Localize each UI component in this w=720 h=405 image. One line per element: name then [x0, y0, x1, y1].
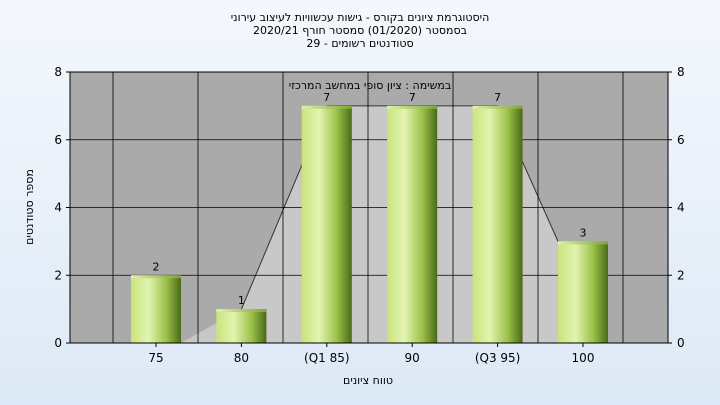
- bar-top: [216, 309, 267, 313]
- y-axis-right: 0 2 4 6 8: [668, 65, 685, 350]
- bar-body: [131, 275, 181, 343]
- bar-value-label: 1: [238, 294, 245, 307]
- y-axis-left: 0 2 4 6 8: [54, 65, 70, 350]
- bar-top: [131, 275, 181, 279]
- distribution-area: [181, 105, 558, 343]
- y-tick-label-right: 6: [677, 133, 685, 147]
- bar-top: [558, 241, 608, 245]
- x-tick-label: (Q1 85): [304, 351, 350, 365]
- x-tick-label: 100: [572, 351, 595, 365]
- y-tick-label-right: 0: [677, 336, 685, 350]
- chart-title-line-2: בסמסטר (01/2020) סמסטר חורף 2020/21: [253, 24, 467, 37]
- x-tick-label: 75: [148, 351, 163, 365]
- gridlines: [70, 72, 668, 343]
- bar-value-label: 2: [153, 260, 160, 273]
- x-axis: 75 80 (Q1 85) 90 (Q3 95) 100: [148, 343, 594, 365]
- y-tick-label: 8: [54, 65, 62, 79]
- chart-annotation: במשימה : ציון סופי במחשב המרכזי: [289, 79, 452, 92]
- bar-top: [301, 105, 352, 109]
- chart-titles: היסטוגרמת ציונים בקורס - גישות עכשוויות …: [231, 11, 490, 50]
- x-axis-title: טווח ציונים: [343, 374, 393, 387]
- bar: [472, 105, 523, 343]
- bar-body: [387, 105, 438, 343]
- x-tick-label: 90: [405, 351, 420, 365]
- y-axis-title: מספר סטודנטים: [23, 169, 36, 245]
- data-labels: 2 1 7 7 7 3: [153, 91, 587, 307]
- bar-value-label: 7: [494, 91, 501, 104]
- y-tick-label-right: 8: [677, 65, 685, 79]
- bar-value-label: 3: [580, 226, 587, 239]
- y-tick-label-right: 4: [677, 201, 685, 215]
- bar-value-label: 7: [323, 91, 330, 104]
- chart-title-line-1: היסטוגרמת ציונים בקורס - גישות עכשוויות …: [231, 11, 490, 24]
- bar-value-label: 7: [409, 91, 416, 104]
- bar: [387, 105, 438, 343]
- bars: [131, 105, 608, 343]
- bar: [558, 241, 608, 343]
- chart-title-line-3: סטודנטים רשומים - 29: [306, 37, 413, 50]
- y-tick-label-right: 2: [677, 268, 685, 282]
- y-tick-label: 6: [54, 133, 62, 147]
- bar-top: [472, 105, 523, 109]
- bar: [301, 105, 352, 343]
- y-tick-label: 2: [54, 268, 62, 282]
- y-tick-label: 0: [54, 336, 62, 350]
- bar-top: [387, 105, 438, 109]
- x-tick-label: 80: [234, 351, 249, 365]
- bar: [131, 275, 181, 343]
- y-tick-label: 4: [54, 201, 62, 215]
- x-tick-label: (Q3 95): [475, 351, 521, 365]
- bar-body: [472, 105, 523, 343]
- bar-body: [301, 105, 352, 343]
- bar: [216, 309, 267, 343]
- bar-body: [558, 241, 608, 343]
- bar-body: [216, 309, 267, 343]
